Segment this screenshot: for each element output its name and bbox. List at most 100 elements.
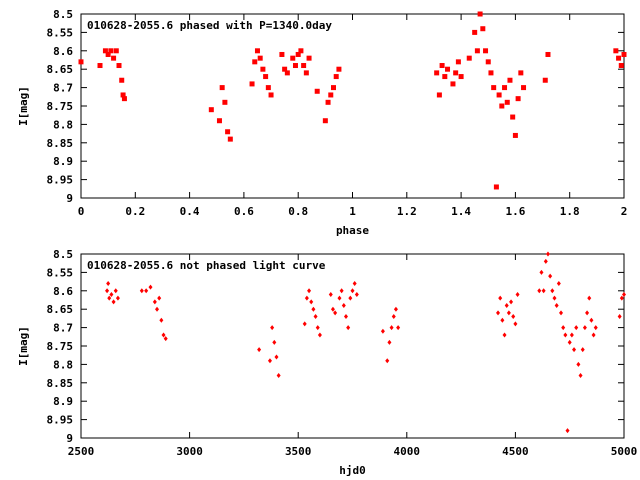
data-point <box>148 284 153 290</box>
data-point <box>543 258 548 264</box>
x-tick-label: 2500 <box>68 445 95 458</box>
data-point <box>268 92 274 98</box>
data-point <box>587 295 592 301</box>
data-point <box>565 428 570 434</box>
data-point <box>499 103 505 109</box>
plot-title: 010628-2055.6 not phased light curve <box>87 259 326 272</box>
data-point <box>613 48 619 54</box>
data-point <box>105 288 110 294</box>
data-point <box>480 26 486 32</box>
data-point <box>572 347 577 353</box>
x-tick-label: 2 <box>621 205 628 218</box>
data-point <box>257 55 263 61</box>
data-point <box>622 291 626 297</box>
data-point <box>339 288 344 294</box>
data-point <box>442 74 448 80</box>
x-tick-label: 4000 <box>394 445 421 458</box>
data-point <box>333 310 338 316</box>
data-point <box>227 136 233 142</box>
x-tick-label: 1 <box>349 205 356 218</box>
data-point <box>119 77 125 83</box>
data-point <box>507 77 513 83</box>
data-point <box>354 291 359 297</box>
y-tick-label: 8.5 <box>53 8 73 21</box>
data-point <box>593 325 598 331</box>
data-point <box>396 325 401 331</box>
y-tick-label: 8.9 <box>53 155 73 168</box>
data-point <box>249 81 255 87</box>
data-point <box>504 99 510 105</box>
plot-title: 010628-2055.6 phased with P=1340.0day <box>87 19 332 32</box>
y-tick-label: 8.85 <box>47 377 74 390</box>
y-tick-label: 8.65 <box>47 303 74 316</box>
data-point <box>304 295 309 301</box>
data-point <box>157 295 162 301</box>
data-point <box>434 70 440 76</box>
data-point <box>120 92 126 98</box>
data-point <box>472 29 478 35</box>
y-tick-label: 8.75 <box>47 340 74 353</box>
data-point <box>466 55 472 61</box>
data-point <box>257 347 262 353</box>
data-point <box>111 55 117 61</box>
data-point <box>270 325 275 331</box>
data-point <box>567 339 572 345</box>
data-point <box>515 291 520 297</box>
data-point <box>618 63 624 69</box>
data-point <box>107 295 112 301</box>
data-point <box>121 96 127 102</box>
x-tick-label: 1.4 <box>451 205 471 218</box>
data-point <box>330 306 335 312</box>
data-point <box>455 59 461 65</box>
x-tick-label: 3500 <box>285 445 312 458</box>
data-point <box>504 303 509 309</box>
data-point <box>439 63 445 69</box>
x-tick-label: 1.8 <box>560 205 580 218</box>
data-point <box>159 317 164 323</box>
data-point <box>569 332 574 338</box>
y-tick-label: 8.95 <box>47 414 74 427</box>
data-point <box>550 288 555 294</box>
data-point <box>115 295 120 301</box>
data-point <box>302 321 307 327</box>
data-point <box>313 314 318 320</box>
chart-panel-1: 8.5 8.55 8.6 8.65 8.7 8.75 8.8 8.85 8.9 8.95 90 0.2… <box>17 8 627 237</box>
data-point <box>485 59 491 65</box>
data-point <box>303 70 309 76</box>
data-point <box>545 51 551 57</box>
y-tick-label: 8.6 <box>53 45 73 58</box>
data-point <box>325 99 331 105</box>
data-point <box>574 325 579 331</box>
data-point <box>336 66 342 72</box>
data-point <box>317 332 322 338</box>
data-point <box>155 306 160 312</box>
data-point <box>458 74 464 80</box>
plot-frame <box>80 13 625 199</box>
data-point <box>108 48 114 54</box>
data-point <box>144 288 149 294</box>
data-point <box>582 325 587 331</box>
data-point <box>509 299 514 305</box>
data-point <box>314 88 320 94</box>
data-point <box>518 70 524 76</box>
data-point <box>387 339 392 345</box>
data-point <box>393 306 398 312</box>
data-point <box>263 74 269 80</box>
data-point <box>537 288 542 294</box>
x-axis-label: hjd0 <box>339 464 366 477</box>
data-point <box>311 306 316 312</box>
data-point <box>619 295 624 301</box>
data-point <box>348 295 353 301</box>
data-point <box>97 63 103 69</box>
data-point <box>542 77 548 83</box>
data-point <box>477 11 483 17</box>
data-point <box>102 48 108 54</box>
data-point <box>208 107 214 113</box>
data-point <box>301 63 307 69</box>
plot-frame <box>80 253 625 439</box>
y-tick-label: 8.5 <box>53 248 73 261</box>
data-point <box>589 317 594 323</box>
y-tick-label: 8.6 <box>53 285 73 298</box>
data-point <box>346 325 351 331</box>
